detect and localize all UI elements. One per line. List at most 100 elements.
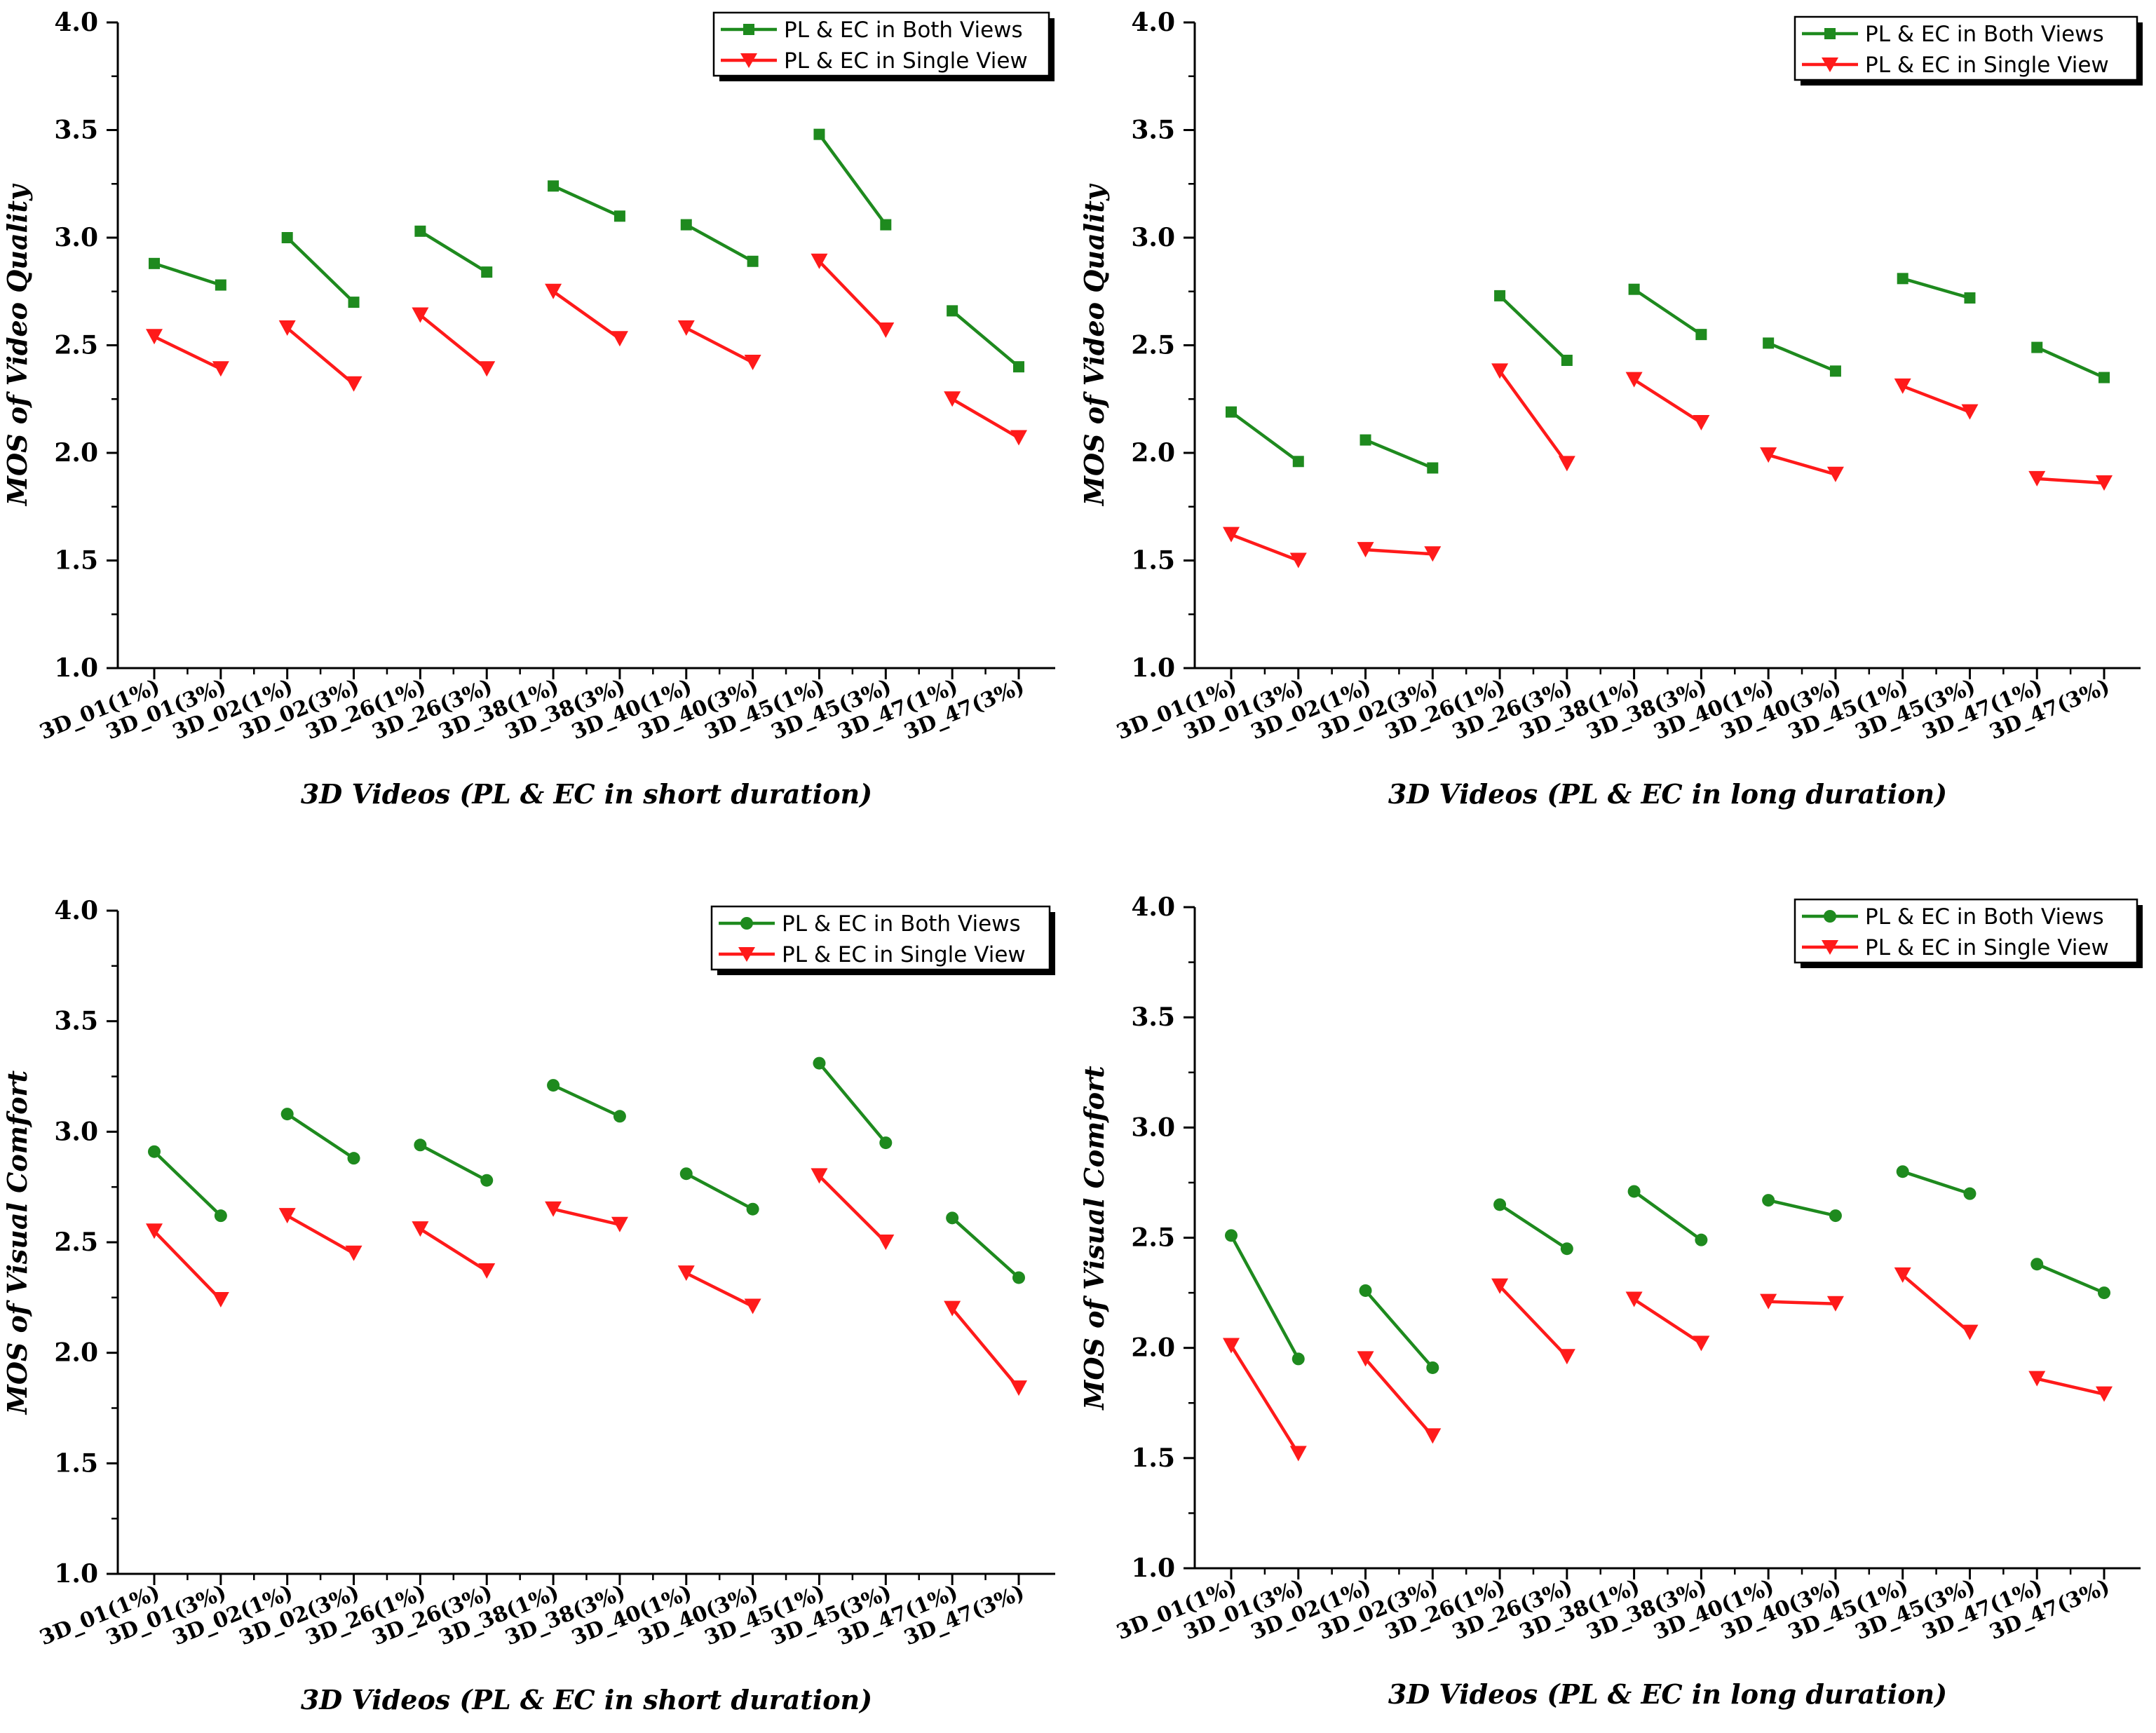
data-point-triangle — [146, 1223, 163, 1239]
series-line-segment — [154, 261, 222, 287]
y-tick-label: 1.0 — [1131, 1554, 1175, 1583]
data-point-circle — [1012, 1271, 1025, 1284]
data-point-triangle — [212, 1291, 229, 1307]
y-tick-label: 2.0 — [54, 438, 98, 468]
legend-label: PL & EC in Single View — [1865, 935, 2109, 960]
data-point-triangle — [545, 283, 562, 299]
y-tick-label: 1.5 — [1131, 1443, 1175, 1473]
data-point-square — [947, 305, 958, 317]
series-line-segment — [1365, 548, 1433, 556]
x-axis-title: 3D Videos (PL & EC in short duration) — [301, 778, 872, 810]
data-point-triangle — [1625, 1291, 1643, 1307]
data-point-circle — [2030, 1258, 2044, 1271]
y-tick-label: 1.5 — [54, 1448, 98, 1478]
series-line-segment — [1768, 1198, 1836, 1218]
data-point-triangle — [278, 320, 296, 336]
data-point-square — [1763, 337, 1775, 349]
series-single-view — [146, 253, 1027, 446]
legend-marker-circle — [740, 917, 753, 930]
series-line-segment — [818, 133, 888, 226]
y-tick-label: 3.5 — [54, 1007, 98, 1036]
y-tick-label: 4.0 — [1131, 8, 1175, 37]
legend-marker-circle — [1824, 910, 1836, 923]
y-tick-label: 4.0 — [54, 8, 98, 37]
series-single-view — [1223, 1267, 2113, 1462]
data-point-circle — [414, 1139, 427, 1152]
series-line-segment — [419, 1228, 488, 1272]
series-line-segment — [1633, 1298, 1702, 1345]
data-point-triangle — [345, 376, 362, 392]
series-line-segment — [1768, 1300, 1836, 1306]
data-point-triangle — [1760, 1293, 1777, 1310]
legend-marker-square — [743, 24, 754, 35]
y-tick-label: 2.5 — [1131, 331, 1175, 360]
series-line-segment — [419, 313, 488, 371]
series-line-segment — [1230, 1235, 1300, 1360]
y-tick-label: 3.0 — [54, 223, 98, 252]
series-line-segment — [951, 309, 1020, 368]
data-point-square — [481, 266, 493, 278]
y-tick-label: 2.0 — [1131, 438, 1175, 468]
series-line-segment — [951, 1216, 1020, 1279]
legend: PL & EC in Both Views PL & EC in Single V… — [712, 11, 1055, 81]
x-axis-title: 3D Videos (PL & EC in long duration) — [1388, 778, 1947, 810]
data-point-circle — [613, 1110, 626, 1123]
data-point-triangle — [1424, 1428, 1442, 1444]
series-line-segment — [286, 1113, 355, 1160]
data-point-triangle — [744, 1298, 761, 1314]
data-point-circle — [1829, 1209, 1842, 1223]
series-line-segment — [286, 236, 355, 304]
legend-label: PL & EC in Single View — [784, 48, 1028, 74]
data-point-square — [1360, 434, 1371, 446]
data-point-circle — [214, 1209, 227, 1223]
series-line-segment — [951, 1307, 1020, 1389]
series-line-segment — [818, 1174, 887, 1244]
data-point-square — [747, 255, 759, 267]
series-line-segment — [419, 1143, 488, 1182]
series-both-views — [1225, 1165, 2110, 1374]
series-line-segment — [818, 260, 887, 332]
data-point-square — [149, 257, 160, 269]
data-point-triangle — [1961, 1324, 1979, 1340]
data-point-triangle — [1491, 1278, 1509, 1294]
series-line-segment — [1768, 453, 1836, 476]
y-tick-label: 2.5 — [1131, 1223, 1175, 1253]
y-tick-label: 1.5 — [1131, 546, 1175, 576]
series-line-segment — [552, 184, 621, 218]
data-point-square — [1226, 406, 1237, 418]
data-point-square — [1897, 273, 1908, 285]
data-point-triangle — [677, 320, 695, 336]
legend-box — [1794, 15, 2138, 81]
data-point-circle — [1291, 1352, 1305, 1366]
data-point-triangle — [611, 331, 628, 347]
data-point-triangle — [1693, 415, 1710, 431]
data-point-triangle — [545, 1201, 562, 1217]
data-point-circle — [1896, 1165, 1909, 1178]
data-point-square — [613, 210, 625, 222]
chart-panel-1: 1.01.52.02.53.03.54.03D_01(1%)3D_01(3%)3… — [1, 8, 1055, 810]
data-point-square — [1561, 354, 1573, 366]
data-point-square — [281, 232, 293, 243]
data-point-triangle — [877, 322, 895, 339]
y-axis-title: MOS of Video Quality — [1078, 183, 1110, 507]
data-point-triangle — [1961, 404, 1979, 420]
data-point-square — [1013, 361, 1024, 373]
legend-box — [710, 905, 1051, 971]
data-point-triangle — [1826, 466, 1844, 482]
data-point-triangle — [744, 355, 761, 371]
data-point-triangle — [944, 391, 961, 407]
data-point-square — [1964, 292, 1976, 304]
data-point-circle — [148, 1145, 161, 1158]
y-tick-label: 3.5 — [54, 116, 98, 145]
data-point-square — [215, 279, 226, 291]
series-line-segment — [1633, 287, 1702, 337]
data-point-triangle — [212, 361, 229, 377]
legend: PL & EC in Both Views PL & EC in Single V… — [1794, 15, 2143, 86]
data-point-square — [880, 219, 892, 231]
data-point-triangle — [1289, 552, 1307, 569]
data-point-triangle — [811, 1168, 828, 1184]
series-line-segment — [286, 1214, 355, 1255]
data-point-triangle — [278, 1208, 296, 1224]
series-line-segment — [685, 326, 754, 365]
series-line-segment — [2036, 1377, 2105, 1396]
